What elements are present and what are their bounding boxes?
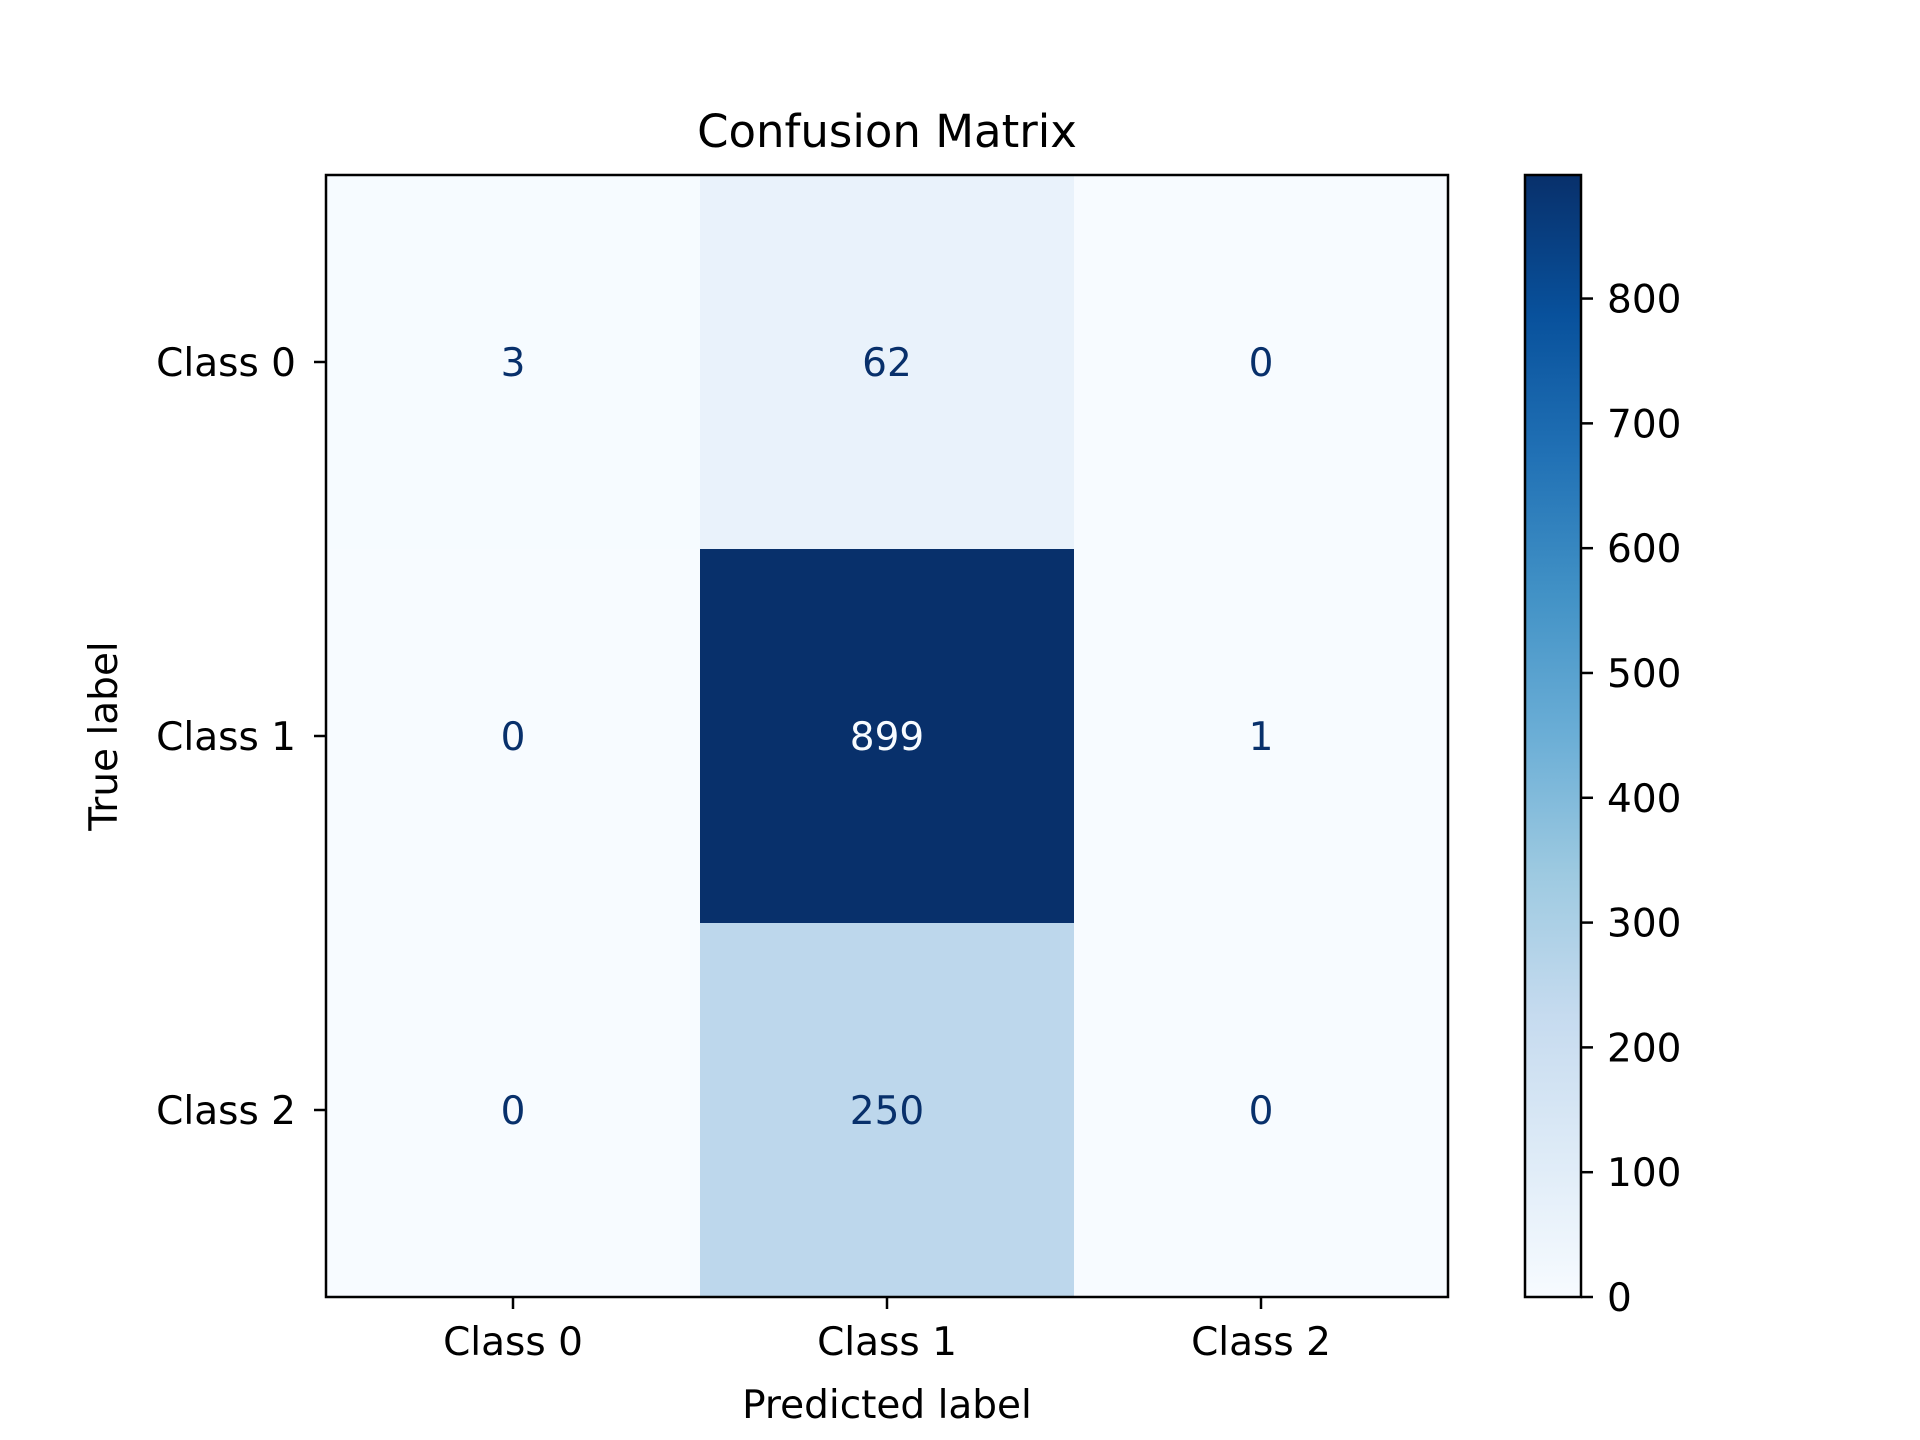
colorbar-tick-label: 400 (1607, 777, 1681, 822)
heatmap-cells (326, 175, 1449, 1298)
chart-title: Confusion Matrix (697, 105, 1077, 158)
y-tick-label: Class 2 (156, 1089, 296, 1134)
cell-value-label: 0 (1249, 1089, 1274, 1134)
cell-value-label: 1 (1249, 715, 1274, 760)
cell-value-label: 3 (501, 341, 526, 386)
heatmap-cell (1074, 923, 1449, 1298)
x-axis-label: Predicted label (742, 1383, 1032, 1428)
heatmap-cell (700, 549, 1075, 924)
x-tick-label: Class 2 (1191, 1320, 1331, 1365)
y-axis-label: True label (82, 641, 127, 832)
heatmap-cell (700, 175, 1075, 550)
heatmap-cell (700, 923, 1075, 1298)
heatmap-cell (1074, 549, 1449, 924)
heatmap-cell (326, 549, 701, 924)
cell-value-label: 899 (850, 715, 924, 760)
cell-value-label: 0 (501, 715, 526, 760)
y-axis-ticks: Class 0 Class 1 Class 2 (156, 341, 326, 1134)
colorbar-tick-label: 500 (1607, 652, 1681, 697)
colorbar-tick-label: 200 (1607, 1026, 1681, 1071)
heatmap-cell (326, 175, 701, 550)
heatmap-cell (326, 923, 701, 1298)
cell-value-label: 0 (1249, 341, 1274, 386)
y-tick-label: Class 1 (156, 715, 296, 760)
colorbar-tick-label: 0 (1607, 1276, 1632, 1321)
colorbar-tick-label: 600 (1607, 527, 1681, 572)
colorbar-tick-label: 800 (1607, 278, 1681, 323)
colorbar-tick-label: 100 (1607, 1151, 1681, 1196)
cell-value-label: 250 (850, 1089, 924, 1134)
cell-value-label: 62 (862, 341, 912, 386)
y-tick-label: Class 0 (156, 341, 296, 386)
cell-value-label: 0 (501, 1089, 526, 1134)
x-tick-label: Class 1 (817, 1320, 957, 1365)
colorbar-tick-label: 300 (1607, 902, 1681, 947)
colorbar (1523, 173, 1583, 1299)
colorbar-ticks: 0 100 200 300 400 500 600 700 800 (1581, 278, 1681, 1321)
x-tick-label: Class 0 (443, 1320, 583, 1365)
heatmap-cell-labels: 3 62 0 0 899 1 0 250 0 (501, 341, 1274, 1134)
heatmap-cell (1074, 175, 1449, 550)
colorbar-tick-label: 700 (1607, 402, 1681, 447)
x-axis-ticks: Class 0 Class 1 Class 2 (443, 1297, 1331, 1365)
